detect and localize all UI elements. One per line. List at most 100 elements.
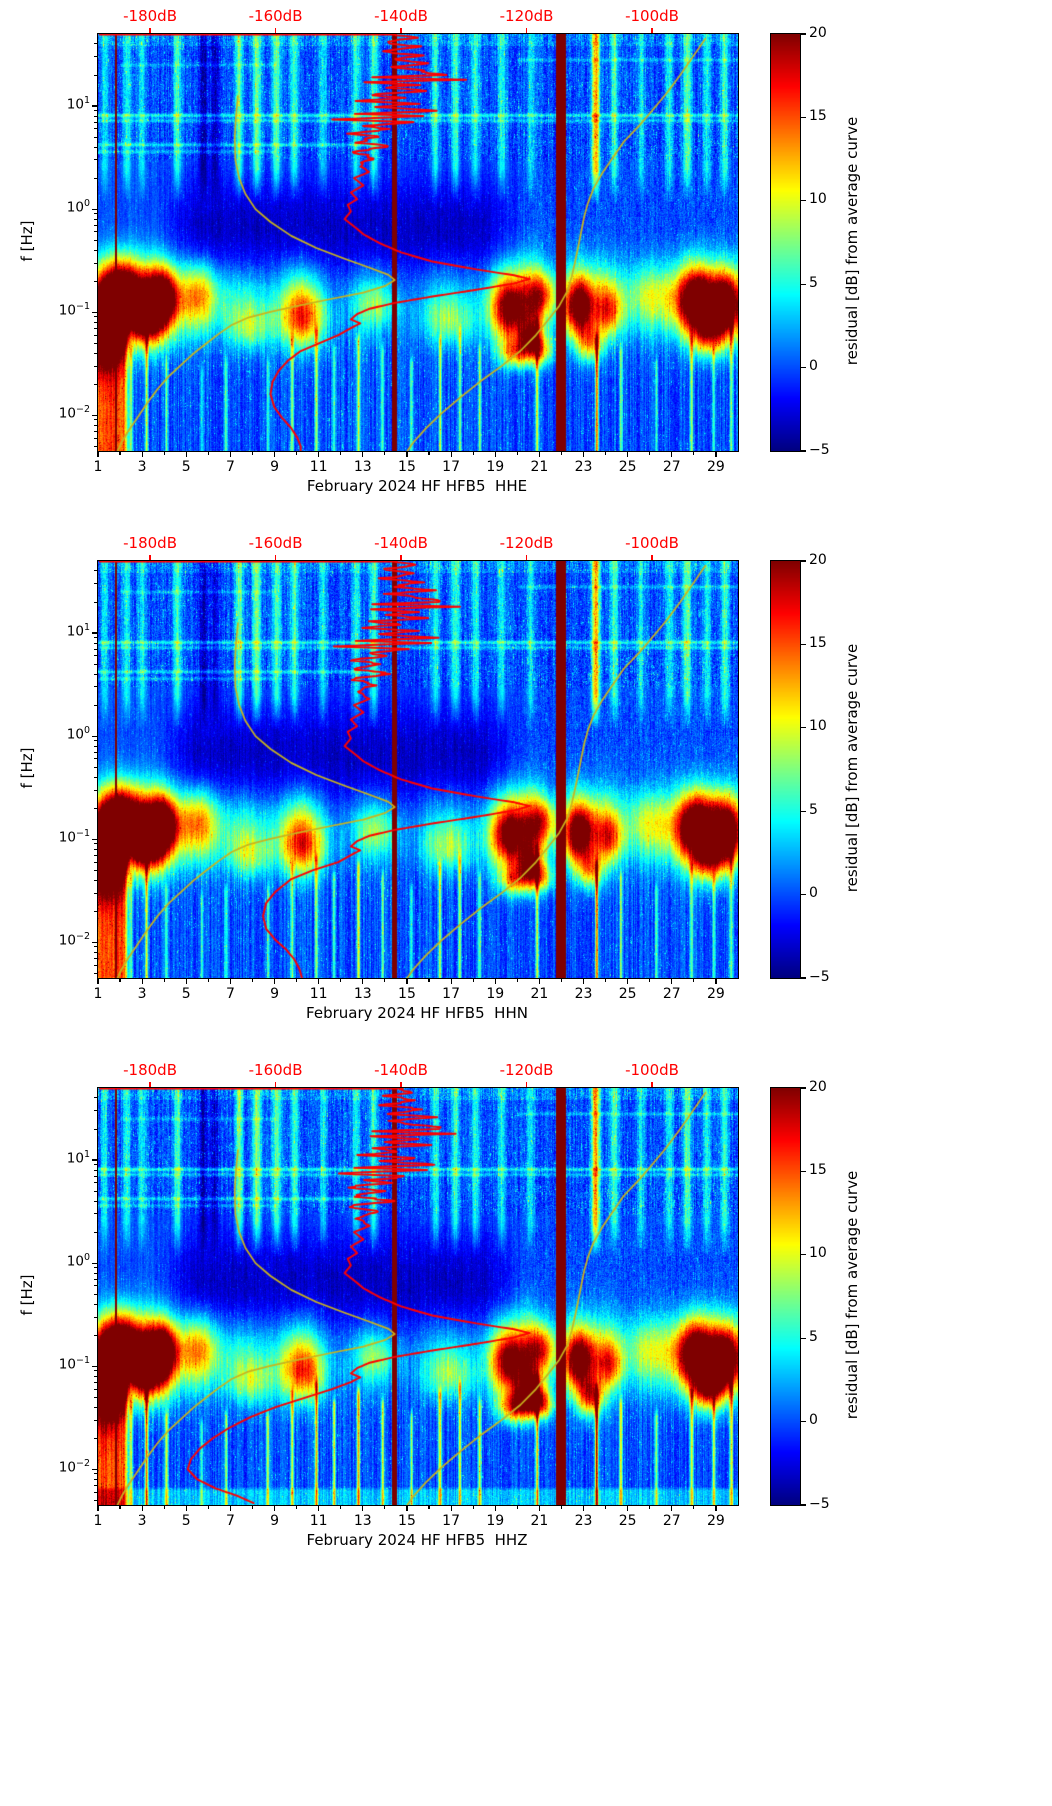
top-db-tick-label: -100dB xyxy=(625,534,679,552)
y-minor-tick xyxy=(94,637,97,639)
x-tick-label: 5 xyxy=(181,986,191,1002)
y-minor-tick xyxy=(94,1406,97,1408)
x-tick-label: 15 xyxy=(398,986,416,1002)
y-minor-tick xyxy=(94,951,97,953)
colorbar-tick xyxy=(801,810,806,812)
x-axis-label: February 2024 HF HFB5 HHE xyxy=(306,477,528,495)
y-minor-tick xyxy=(94,1278,97,1280)
x-tick xyxy=(450,452,452,457)
y-minor-tick xyxy=(94,1164,97,1166)
x-tick-label: 9 xyxy=(270,986,279,1002)
y-tick xyxy=(92,1159,97,1161)
y-minor-tick xyxy=(94,789,97,791)
y-axis-label: f [Hz] xyxy=(18,220,36,262)
y-tick-label: 100 xyxy=(66,1252,90,1270)
y-minor-tick xyxy=(94,946,97,948)
y-minor-tick xyxy=(94,1200,97,1202)
y-minor-tick xyxy=(94,1293,97,1295)
colorbar-tick xyxy=(801,1504,806,1506)
x-tick xyxy=(582,1506,585,1511)
x-minor-tick xyxy=(604,452,607,455)
y-minor-tick xyxy=(94,686,97,688)
x-tick-label: 3 xyxy=(137,1513,147,1529)
colorbar-tick xyxy=(801,1087,806,1089)
x-minor-tick xyxy=(472,1506,474,1509)
y-tick-label: 10−1 xyxy=(58,301,90,319)
x-minor-tick xyxy=(472,452,474,455)
x-tick-label: 11 xyxy=(309,1513,328,1529)
colorbar: 20 15 10 5 0 −5 xyxy=(770,25,830,458)
top-db-tick-label: -120dB xyxy=(499,1061,554,1079)
colorbar-label: residual [dB] from average curve xyxy=(843,1170,861,1420)
x-tick xyxy=(715,1506,717,1511)
x-minor-tick xyxy=(428,1506,430,1509)
x-minor-tick xyxy=(296,452,298,455)
x-tick xyxy=(362,979,364,984)
colorbar-tick-label: −5 xyxy=(809,1495,830,1512)
y-minor-tick xyxy=(94,879,97,881)
colorbar-image xyxy=(771,34,800,451)
x-minor-tick xyxy=(207,452,209,455)
x-tick-label: 21 xyxy=(530,1513,549,1529)
x-tick xyxy=(538,979,540,984)
y-minor-tick xyxy=(94,43,97,45)
y-minor-tick xyxy=(94,957,97,959)
y-minor-tick xyxy=(94,1473,97,1475)
x-tick xyxy=(627,452,629,457)
top-db-tick xyxy=(651,1082,653,1087)
y-minor-tick xyxy=(94,1231,97,1233)
top-db-tick-label: -120dB xyxy=(499,534,554,552)
colorbar-tick xyxy=(801,643,806,645)
x-tick xyxy=(141,452,143,457)
colorbar-tick xyxy=(801,116,806,118)
x-minor-tick xyxy=(560,1506,563,1509)
y-minor-tick xyxy=(94,854,97,856)
x-tick-label: 27 xyxy=(662,1513,681,1529)
x-tick-label: 27 xyxy=(662,459,681,475)
x-minor-tick xyxy=(296,1506,298,1509)
colorbar-label: residual [dB] from average curve xyxy=(843,116,861,366)
y-minor-tick xyxy=(94,1190,97,1192)
top-db-tick xyxy=(149,1082,151,1087)
x-minor-tick xyxy=(560,979,563,982)
y-minor-tick xyxy=(94,1303,97,1305)
colorbar-tick xyxy=(801,33,806,35)
x-tick xyxy=(273,452,276,457)
top-db-tick-label: -120dB xyxy=(499,7,554,25)
y-minor-tick xyxy=(94,249,97,251)
colorbar-tick xyxy=(801,977,806,979)
y-minor-tick xyxy=(94,419,97,421)
y-tick-label: 101 xyxy=(66,95,90,113)
y-minor-tick xyxy=(94,121,97,123)
spectrogram-image xyxy=(98,1088,738,1505)
top-db-tick xyxy=(400,555,402,560)
x-tick-label: 7 xyxy=(225,1513,235,1529)
x-tick xyxy=(406,452,408,457)
colorbar-tick xyxy=(801,1337,806,1339)
x-tick xyxy=(185,1506,187,1511)
x-tick xyxy=(318,452,320,457)
x-tick xyxy=(715,979,717,984)
colorbar-tick-label: 20 xyxy=(809,1078,827,1095)
colorbar-tick-label: 5 xyxy=(809,274,818,291)
x-tick xyxy=(185,452,187,457)
top-db-tick xyxy=(149,555,151,560)
top-db-tick xyxy=(400,1082,402,1087)
top-db-tick-label: -180dB xyxy=(123,1061,177,1079)
x-minor-tick xyxy=(693,452,695,455)
colorbar-tick xyxy=(801,283,806,285)
colorbar-tick xyxy=(801,200,806,202)
x-tick xyxy=(450,1506,452,1511)
x-minor-tick xyxy=(428,452,430,455)
y-minor-tick xyxy=(94,601,97,603)
y-minor-tick xyxy=(94,1175,97,1177)
y-minor-tick xyxy=(94,583,97,585)
y-minor-tick xyxy=(94,1110,97,1112)
x-tick-label: 23 xyxy=(574,986,593,1002)
top-db-tick xyxy=(651,555,653,560)
colorbar-image xyxy=(771,1088,800,1505)
y-tick xyxy=(92,735,97,737)
x-minor-tick xyxy=(693,1506,695,1509)
x-tick-label: 23 xyxy=(574,459,593,475)
